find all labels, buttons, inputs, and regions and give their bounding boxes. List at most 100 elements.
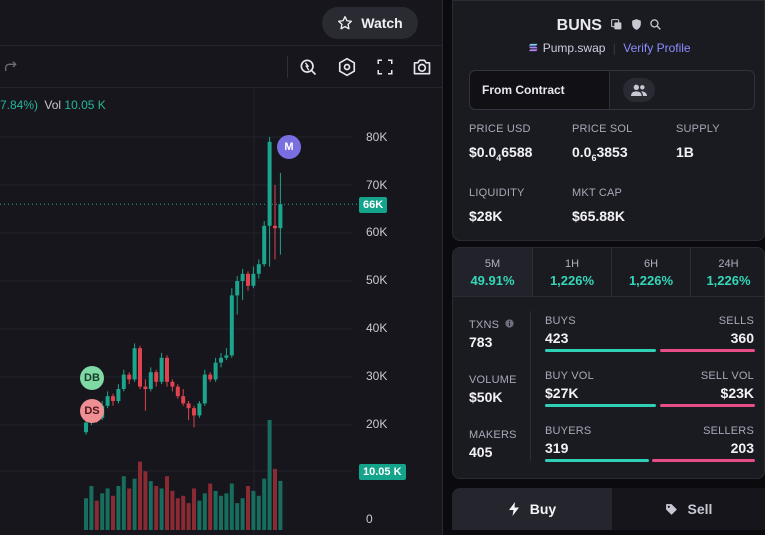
candle-body (181, 396, 186, 404)
indicator-search-icon[interactable] (297, 56, 319, 78)
watch-button[interactable]: Watch (322, 7, 418, 39)
sells-bar (660, 349, 755, 352)
volume-bar (148, 481, 153, 530)
platform-link[interactable]: Pump.swap (542, 41, 606, 55)
info-icon[interactable] (505, 319, 515, 328)
candle-body (154, 372, 159, 382)
contract-box: From Contract (469, 70, 755, 110)
candle-body (240, 273, 245, 281)
activity-divider (530, 311, 531, 461)
sell-vol-value: $23K (720, 385, 754, 401)
legend-line: 7.84%) Vol 10.05 K (0, 98, 106, 112)
candlestick-chart[interactable]: 80K 70K 60K 50K 40K 30K 20K 0 (0, 88, 443, 535)
candle-body (175, 386, 180, 397)
star-icon (338, 16, 353, 30)
y-axis-tick: 70K (366, 178, 387, 192)
sell-label: Sell (687, 501, 713, 517)
buy-tab-button[interactable]: Buy (452, 488, 612, 530)
sell-tab-button[interactable]: Sell (612, 488, 765, 530)
candle-body (229, 295, 234, 356)
db-marker[interactable]: DB (80, 366, 104, 390)
volume-bar (111, 495, 115, 530)
from-contract-button[interactable]: From Contract (470, 71, 609, 109)
volume-bar (154, 486, 159, 530)
y-axis-tick: 80K (366, 130, 387, 144)
liquidity-label: LIQUIDITY (469, 187, 525, 199)
shield-icon[interactable] (630, 18, 643, 31)
buy-vol-value: $27K (545, 385, 579, 401)
last-price-tag: 66K (359, 197, 388, 213)
candle-body (116, 389, 121, 401)
y-axis-tick: 20K (366, 417, 387, 431)
y-axis-tick: 60K (366, 225, 387, 239)
volume-bar (94, 500, 99, 530)
timeframe-tabs: 5M 49.91% 1H 1,226% 6H 1,226% 24H 1,226% (453, 248, 765, 297)
chart-toolbar (0, 46, 442, 88)
copy-icon[interactable] (610, 18, 623, 31)
volume-value: $50K (469, 389, 503, 405)
sells-label: SELLS (718, 315, 754, 327)
tab-24h-value: 1,226% (706, 273, 751, 288)
settings-hexagon-icon[interactable] (336, 56, 358, 78)
volume-bar (121, 476, 126, 530)
m-marker[interactable]: M (277, 135, 301, 159)
sellers-label: SELLERS (703, 425, 754, 437)
buyers-bar (545, 459, 649, 462)
mkt-cap-value: $65.88K (572, 208, 625, 224)
price-usd-sub: 4 (496, 152, 502, 163)
volume-bar (127, 488, 132, 530)
activity-card: 5M 49.91% 1H 1,226% 6H 1,226% 24H 1,226% (452, 247, 765, 479)
price-sol-pre: 0.0 (572, 144, 592, 160)
solana-icon (529, 43, 539, 52)
candle-body (213, 362, 218, 380)
tab-24h[interactable]: 24H 1,226% (691, 248, 765, 296)
volume-bar (170, 490, 175, 530)
volume-label: VOLUME (469, 374, 517, 386)
txns-value: 783 (469, 334, 493, 350)
price-usd-pre: $0.0 (469, 144, 497, 160)
price-usd-label: PRICE USD (469, 123, 531, 135)
volume-bar (159, 488, 164, 530)
users-icon (631, 84, 647, 96)
tab-1h[interactable]: 1H 1,226% (533, 248, 611, 296)
y-axis-tick: 50K (366, 273, 387, 287)
volume-bar (246, 486, 250, 530)
tab-5m-label: 5M (484, 258, 501, 270)
volume-bar (89, 486, 94, 530)
token-name: BUNS (556, 17, 602, 34)
candle-body (208, 374, 213, 380)
y-axis-tick: 40K (366, 321, 387, 335)
camera-icon[interactable] (411, 56, 433, 78)
volume-bar (229, 483, 234, 530)
lightning-icon (508, 502, 519, 516)
volume-bar (240, 498, 245, 530)
candle-body (165, 357, 169, 382)
y-axis-tick: 30K (366, 369, 387, 383)
vol-value: 10.05 K (64, 98, 106, 112)
verify-profile-link[interactable]: Verify Profile (623, 41, 691, 55)
buyers-value: 319 (545, 440, 569, 456)
supply-value: 1B (676, 144, 694, 160)
fullscreen-icon[interactable] (374, 56, 396, 78)
volume-bar (262, 478, 267, 530)
change-percent: 7.84%) (0, 98, 39, 112)
buyers-label: BUYERS (545, 425, 592, 437)
tab-6h[interactable]: 6H 1,226% (612, 248, 690, 296)
sellers-value: 203 (730, 440, 754, 456)
volume-bar (202, 493, 207, 530)
ds-marker[interactable]: DS (80, 399, 104, 423)
volume-bar (181, 495, 186, 530)
last-volume-tag: 10.05 K (359, 464, 406, 480)
redo-icon[interactable] (0, 56, 22, 78)
chart-topbar: Watch (0, 0, 442, 46)
volume-bar (175, 498, 180, 530)
search-icon[interactable] (649, 18, 662, 31)
tab-5m[interactable]: 5M 49.91% (453, 248, 532, 296)
candle-body (170, 381, 175, 387)
supply-label: SUPPLY (676, 123, 720, 135)
volume-bar (143, 471, 148, 530)
holders-button[interactable] (623, 78, 655, 102)
liquidity-value: $28K (469, 208, 503, 224)
tab-divider (532, 248, 533, 296)
